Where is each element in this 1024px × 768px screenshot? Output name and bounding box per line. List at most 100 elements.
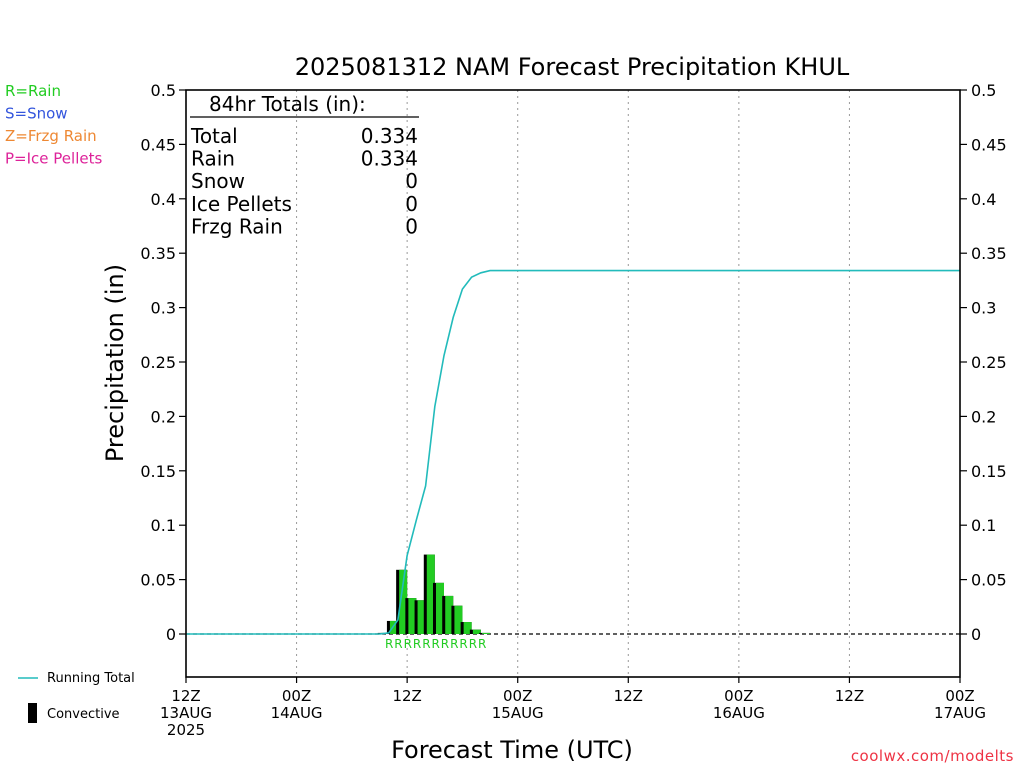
ptype-label: R (441, 637, 449, 651)
y-tick-label: 0.2 (971, 407, 996, 426)
y-tick-label: 0.35 (140, 244, 176, 263)
x-tick-label: 13AUG (160, 704, 212, 722)
ptype-label: R (413, 637, 421, 651)
running-total-legend-label: Running Total (47, 671, 135, 686)
precip-bars (377, 554, 491, 634)
bar-fill (389, 620, 398, 634)
precip-bar (433, 582, 444, 634)
totals-header: 84hr Totals (in): (209, 92, 366, 116)
x-tick-label: 00Z (503, 687, 532, 705)
y-tick-label: 0.45 (140, 135, 176, 154)
totals-row-label: Ice Pellets (191, 192, 292, 216)
y-tick-label: 0.05 (140, 571, 176, 590)
bar-fill (417, 600, 426, 634)
plot-frame (185, 89, 961, 678)
ptype-label: R (422, 637, 430, 651)
y-tick-label: 0.25 (140, 353, 176, 372)
y-tick-label: 0.35 (971, 244, 1007, 263)
y-tick-label: 0.4 (971, 190, 996, 209)
totals-row-value: 0 (405, 169, 418, 193)
bar-fill (399, 569, 408, 634)
y-tick-label: 0.4 (151, 190, 176, 209)
y-axis-left: 0 0.05 0.1 0.15 0.2 0.25 0.3 0.35 0.4 0.45 0.5 (140, 81, 186, 644)
convective-swatch (28, 703, 37, 723)
bar-fill (426, 554, 435, 634)
grid-lines (296, 90, 850, 677)
bar-fill (445, 595, 454, 634)
precip-bar (414, 600, 426, 634)
precip-bar (442, 595, 454, 634)
y-tick-label: 0.1 (971, 516, 996, 535)
x-tick-label: 12Z (392, 687, 421, 705)
y-tick-label: 0.2 (151, 407, 176, 426)
ptype-legend-item: P=Ice Pellets (5, 150, 102, 168)
y-tick-label: 0.45 (971, 135, 1007, 154)
totals-row-value: 0 (405, 192, 418, 216)
x-tick-label: 16AUG (713, 704, 765, 722)
precip-bar (423, 554, 435, 634)
y-tick-label: 0 (166, 625, 176, 644)
x-tick-label: 15AUG (492, 704, 544, 722)
running-total-line (186, 269, 960, 635)
credit-text: coolwx.com/modelts (851, 747, 1014, 765)
ptype-label: R (432, 637, 440, 651)
x-tick-label: 12Z (171, 687, 200, 705)
precip-bar (479, 632, 491, 634)
y-tick-label: 0.5 (151, 81, 176, 100)
bar-fill (408, 598, 417, 634)
x-tick-label: 00Z (945, 687, 974, 705)
x-tick-label: 14AUG (271, 704, 323, 722)
ptype-label: R (450, 637, 458, 651)
y-tick-label: 0.1 (151, 516, 176, 535)
totals-row-label: Frzg Rain (191, 214, 283, 238)
x-tick-label: 12Z (835, 687, 864, 705)
y-tick-label: 0.15 (971, 462, 1007, 481)
y-axis-right: 0 0.05 0.1 0.15 0.2 0.25 0.3 0.35 0.4 0.45 0.5 (960, 81, 1007, 644)
totals-box: 84hr Totals (in): Total 0.334 Rain 0.334 Sno… (190, 92, 419, 238)
precip-bar (405, 598, 417, 634)
x-tick-label: 2025 (167, 721, 205, 739)
totals-row-label: Snow (191, 169, 245, 193)
bottom-legend: Running Total Convective (18, 671, 135, 723)
x-tick-label: 00Z (282, 687, 311, 705)
ptype-label: R (469, 637, 477, 651)
precip-bar (469, 629, 481, 634)
ptype-label: R (478, 637, 486, 651)
x-tick-label: 17AUG (934, 704, 986, 722)
bar-fill (482, 632, 491, 634)
convective-legend-label: Convective (47, 707, 120, 722)
precip-bar (460, 622, 472, 634)
x-tick-label: 12Z (614, 687, 643, 705)
y-tick-label: 0 (971, 625, 981, 644)
bar-fill (463, 622, 472, 634)
y-tick-label: 0.05 (971, 571, 1007, 590)
ptype-label: R (385, 637, 393, 651)
ptype-label: R (404, 637, 412, 651)
ptype-legend-item: S=Snow (5, 105, 68, 123)
totals-row-label: Rain (191, 147, 235, 171)
x-axis-label: Forecast Time (UTC) (391, 736, 633, 764)
totals-rows: Total 0.334 Rain 0.334 Snow 0 Ice Pellets 0 Frzg… (190, 124, 418, 238)
precip-type-legend: R=Rain S=Snow Z=Frzg Rain P=Ice Pellets (5, 82, 102, 168)
totals-row-value: 0.334 (361, 124, 418, 148)
totals-row-value: 0 (405, 214, 418, 238)
precip-bar (451, 605, 463, 634)
ptype-legend-item: Z=Frzg Rain (5, 127, 97, 145)
y-tick-label: 0.15 (140, 462, 176, 481)
totals-row-label: Total (190, 124, 238, 148)
y-tick-label: 0.5 (971, 81, 996, 100)
bar-fill (472, 629, 481, 634)
bar-fill (454, 605, 463, 634)
y-tick-label: 0.25 (971, 353, 1007, 372)
precip-bar (396, 569, 408, 634)
ptype-legend-item: R=Rain (5, 82, 61, 100)
y-axis-label: Precipitation (in) (101, 264, 129, 462)
totals-row-value: 0.334 (361, 147, 418, 171)
y-tick-label: 0.3 (971, 299, 996, 318)
x-tick-label: 00Z (724, 687, 753, 705)
ptype-label: R (459, 637, 467, 651)
bar-fill (436, 582, 444, 634)
